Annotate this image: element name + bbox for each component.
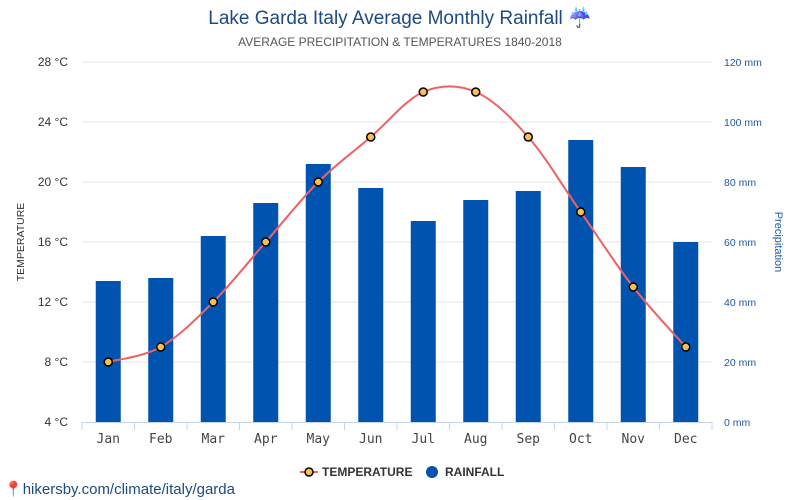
chart-title: Lake Garda Italy Average Monthly Rainfal… <box>208 8 592 29</box>
temperature-point-aug <box>471 87 481 97</box>
left-tick-label: 24 °C <box>38 115 68 129</box>
x-tick-label: Mar <box>202 432 226 447</box>
x-tick-label: Sep <box>517 432 541 447</box>
temperature-point-nov <box>628 282 638 292</box>
x-tick-label: Apr <box>254 432 278 447</box>
temperature-point-mar <box>208 297 218 307</box>
x-tick-label: Jul <box>412 432 435 447</box>
temperature-point-dec <box>681 342 691 352</box>
temperature-point-jan <box>103 357 113 367</box>
right-tick-label: 40 mm <box>724 297 756 309</box>
footer-link[interactable]: 📍hikersby.com/climate/italy/garda <box>4 481 235 498</box>
right-axis-label: Precipitation <box>772 212 784 273</box>
right-tick-label: 20 mm <box>724 357 756 369</box>
temperature-line <box>107 85 687 363</box>
rainfall-bar-jul <box>410 221 436 422</box>
right-tick-label: 100 mm <box>724 117 762 129</box>
left-tick-label: 28 °C <box>38 55 68 69</box>
x-tick-label: Feb <box>149 432 173 447</box>
rainfall-bar-nov <box>620 167 646 422</box>
right-tick-label: 60 mm <box>724 237 756 249</box>
temperature-point-feb <box>156 342 166 352</box>
rainfall-bar-sep <box>515 191 541 422</box>
chart-subtitle: AVERAGE PRECIPITATION & TEMPERATURES 184… <box>238 35 562 49</box>
rainfall-bar-mar <box>200 236 226 422</box>
left-tick-label: 20 °C <box>38 175 68 189</box>
location-pin-icon: 📍 <box>4 481 23 498</box>
temperature-point-jul <box>418 87 428 97</box>
temperature-point-jun <box>366 132 376 142</box>
rainfall-bar-jun <box>358 188 384 422</box>
rainfall-bar-jan <box>95 281 121 422</box>
legend-rainfall-marker <box>426 466 438 478</box>
rainfall-bar-apr <box>253 203 279 422</box>
temperature-point-sep <box>523 132 533 142</box>
rainfall-bar-dec <box>673 242 699 422</box>
rainfall-bar-may <box>305 164 331 422</box>
x-tick-label: Jun <box>359 432 382 447</box>
left-tick-label: 8 °C <box>45 355 69 369</box>
temperature-point-oct <box>576 207 586 217</box>
right-tick-label: 120 mm <box>724 57 762 69</box>
rainfall-bar-aug <box>463 200 489 422</box>
x-tick-label: May <box>307 432 331 447</box>
x-tick-label: Oct <box>569 432 592 447</box>
temperature-point-may <box>313 177 323 187</box>
x-tick-label: Dec <box>674 432 697 447</box>
left-axis-label: TEMPERATURE <box>15 203 27 282</box>
left-tick-label: 4 °C <box>45 415 69 429</box>
x-tick-label: Jan <box>97 432 120 447</box>
umbrella-rain-icon: ☔ <box>568 8 592 29</box>
legend-temperature-label: TEMPERATURE <box>322 465 412 479</box>
x-tick-label: Aug <box>464 432 487 447</box>
right-tick-label: 0 mm <box>724 417 751 429</box>
x-tick-label: Nov <box>622 432 646 447</box>
right-tick-label: 80 mm <box>724 177 756 189</box>
rainfall-bar-oct <box>568 140 594 422</box>
legend-rainfall-label: RAINFALL <box>445 465 504 479</box>
temperature-point-apr <box>261 237 271 247</box>
left-tick-label: 16 °C <box>38 235 68 249</box>
left-tick-label: 12 °C <box>38 295 68 309</box>
legend-temperature-marker <box>304 467 314 477</box>
